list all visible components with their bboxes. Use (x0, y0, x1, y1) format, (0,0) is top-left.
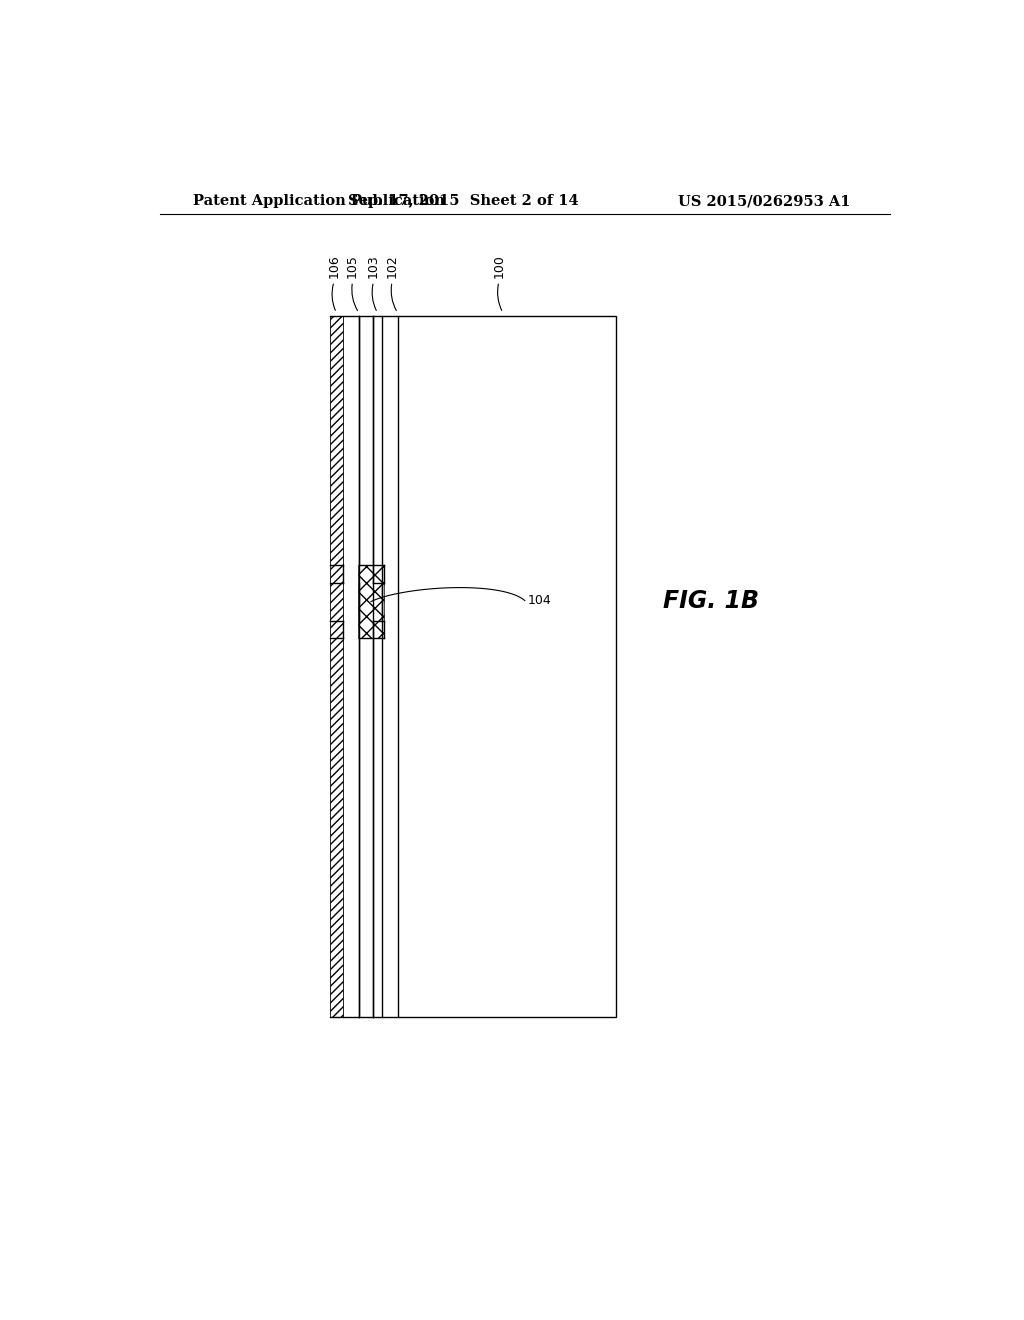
Text: Patent Application Publication: Patent Application Publication (194, 194, 445, 209)
Text: FIG. 1B: FIG. 1B (664, 589, 760, 612)
Text: US 2015/0262953 A1: US 2015/0262953 A1 (678, 194, 850, 209)
Text: 105: 105 (346, 255, 359, 279)
Text: 100: 100 (493, 255, 506, 279)
Text: 106: 106 (328, 255, 341, 279)
Text: 103: 103 (367, 255, 380, 279)
Bar (358, 565, 384, 638)
Text: 104: 104 (528, 594, 552, 607)
Bar (397, 315, 616, 1018)
Text: 102: 102 (386, 255, 398, 279)
Text: Sep. 17, 2015  Sheet 2 of 14: Sep. 17, 2015 Sheet 2 of 14 (347, 194, 579, 209)
Bar (330, 315, 343, 1018)
